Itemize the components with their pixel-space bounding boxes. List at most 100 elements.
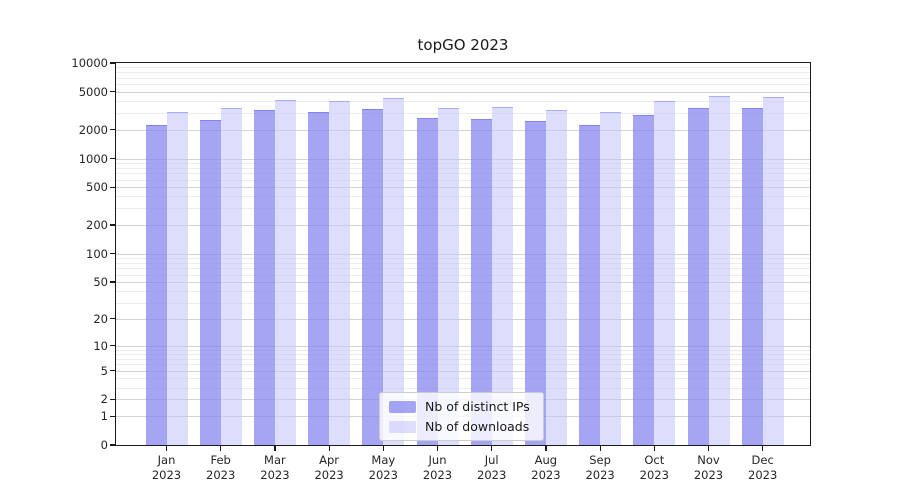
major-gridline <box>116 129 810 131</box>
minor-gridline <box>116 77 810 79</box>
y-tick-label: 5 <box>100 363 108 378</box>
y-tick-label: 2000 <box>78 122 108 137</box>
x-axis-tick <box>707 446 710 451</box>
y-axis-tick <box>110 318 115 320</box>
bar-downloads-jun <box>437 107 459 445</box>
major-gridline <box>116 225 810 226</box>
minor-gridline <box>116 378 810 380</box>
legend-swatch-distinct-ips <box>389 400 416 413</box>
legend: Nb of distinct IPs Nb of downloads <box>379 392 544 441</box>
minor-gridline <box>116 262 810 264</box>
minor-gridline <box>116 162 810 164</box>
minor-gridline <box>116 349 810 351</box>
x-axis-tick <box>545 446 547 451</box>
minor-gridline <box>116 353 810 355</box>
y-axis-tick <box>110 398 115 401</box>
y-tick-label: 2 <box>100 392 108 407</box>
x-axis-tick <box>328 446 330 451</box>
x-axis-tick <box>274 446 276 451</box>
bar-downloads-may <box>383 98 405 445</box>
chart-title: topGO 2023 <box>417 36 509 54</box>
minor-gridline <box>116 274 810 276</box>
bar-distinct-ips-aug <box>524 120 546 445</box>
minor-gridline <box>116 101 810 102</box>
major-gridline <box>116 318 810 320</box>
minor-gridline <box>116 112 810 114</box>
major-gridline <box>116 91 810 93</box>
bar-distinct-ips-dec <box>741 108 763 445</box>
x-axis-tick <box>762 446 764 451</box>
major-gridline <box>116 370 810 372</box>
bar-distinct-ips-jan <box>145 124 167 445</box>
bar-downloads-aug <box>545 110 567 445</box>
y-axis-tick <box>110 370 115 372</box>
bar-distinct-ips-sep <box>579 124 601 445</box>
y-axis-tick <box>110 186 115 188</box>
y-axis-tick <box>110 157 115 160</box>
x-tick-label: Nov 2023 <box>693 453 724 482</box>
y-axis-tick <box>110 129 115 131</box>
y-tick-label: 10000 <box>71 56 108 70</box>
legend-item-downloads: Nb of downloads <box>389 419 530 434</box>
legend-label-distinct-ips: Nb of distinct IPs <box>425 399 530 414</box>
x-axis-tick <box>436 446 439 451</box>
y-tick-label: 10 <box>93 338 108 353</box>
minor-gridline <box>116 196 810 198</box>
bar-downloads-jan <box>166 112 188 445</box>
x-axis-tick <box>220 446 222 451</box>
minor-gridline <box>116 179 810 181</box>
x-axis-tick <box>491 446 493 451</box>
x-tick-label: Mar 2023 <box>260 453 290 482</box>
x-tick-label: Jan 2023 <box>151 453 182 482</box>
y-tick-label: 200 <box>86 218 108 232</box>
legend-item-distinct-ips: Nb of distinct IPs <box>389 399 530 414</box>
bar-distinct-ips-feb <box>199 119 221 445</box>
y-axis-tick <box>110 415 115 417</box>
major-gridline <box>116 345 810 347</box>
bar-distinct-ips-nov <box>687 108 709 445</box>
bar-distinct-ips-mar <box>253 110 275 445</box>
y-tick-label: 20 <box>93 311 108 326</box>
x-tick-label: Apr 2023 <box>314 453 344 482</box>
y-tick-label: 1 <box>100 409 108 424</box>
y-axis-tick <box>110 253 115 255</box>
major-gridline <box>116 158 810 160</box>
bar-downloads-feb <box>220 108 242 445</box>
minor-gridline <box>116 302 810 304</box>
y-tick-label: 500 <box>86 180 108 195</box>
minor-gridline <box>116 84 810 86</box>
x-axis-tick <box>599 446 601 451</box>
x-tick-label: Aug 2023 <box>531 453 561 482</box>
x-tick-label: Dec 2023 <box>748 453 778 482</box>
bar-downloads-apr <box>329 100 351 445</box>
x-tick-label: Oct 2023 <box>639 453 669 482</box>
major-gridline <box>116 253 810 255</box>
major-gridline <box>116 187 810 189</box>
minor-gridline <box>116 208 810 210</box>
x-axis-tick <box>382 446 384 451</box>
bar-distinct-ips-apr <box>308 112 330 445</box>
bar-distinct-ips-oct <box>633 115 655 445</box>
bar-distinct-ips-jul <box>470 118 492 445</box>
y-axis-tick <box>110 62 115 64</box>
y-tick-label: 1000 <box>78 151 108 166</box>
x-tick-label: Jul 2023 <box>477 453 507 482</box>
bar-distinct-ips-may <box>362 109 384 445</box>
y-tick-label: 5000 <box>78 84 108 99</box>
bar-downloads-dec <box>762 97 784 445</box>
minor-gridline <box>116 257 810 259</box>
bar-downloads-sep <box>600 112 622 445</box>
minor-gridline <box>116 364 810 366</box>
y-tick-label: 0 <box>100 438 108 452</box>
x-axis-tick <box>653 446 655 451</box>
y-axis-tick <box>110 91 115 93</box>
y-axis-tick <box>110 344 115 347</box>
x-tick-label: Sep 2023 <box>585 453 615 482</box>
x-axis-tick <box>165 446 168 451</box>
bar-downloads-jul <box>491 106 513 445</box>
legend-swatch-downloads <box>389 420 416 433</box>
y-axis-tick <box>110 444 115 446</box>
legend-label-downloads: Nb of downloads <box>425 419 530 434</box>
minor-gridline <box>116 387 810 389</box>
